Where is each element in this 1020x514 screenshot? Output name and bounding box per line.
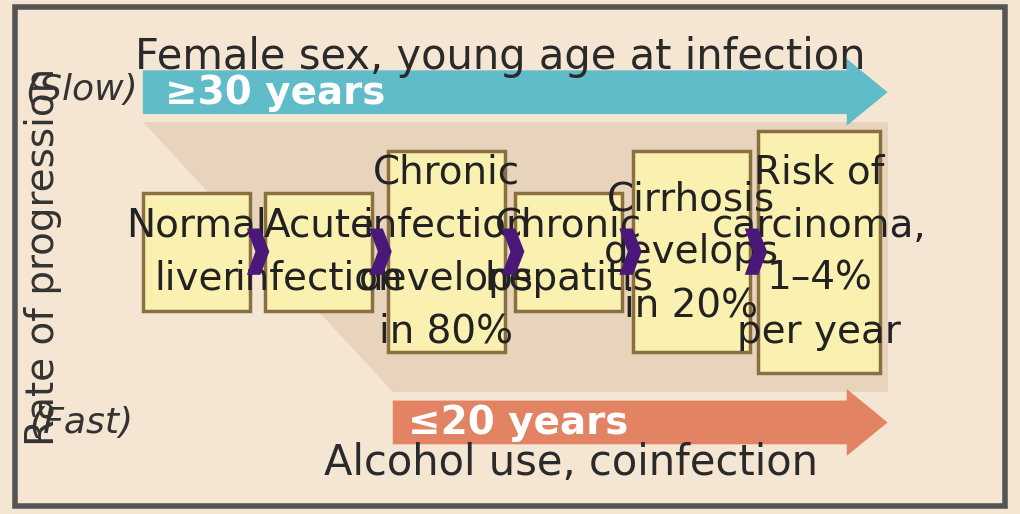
Text: Female sex, young age at infection: Female sex, young age at infection	[135, 35, 865, 78]
Polygon shape	[619, 229, 642, 275]
FancyBboxPatch shape	[265, 193, 372, 311]
Polygon shape	[393, 389, 887, 456]
Text: Alcohol use, coinfection: Alcohol use, coinfection	[324, 442, 818, 484]
FancyBboxPatch shape	[515, 193, 622, 311]
Text: Normal
liver: Normal liver	[126, 207, 266, 297]
FancyBboxPatch shape	[388, 152, 505, 352]
Text: Risk of
carcinoma,
1–4%
per year: Risk of carcinoma, 1–4% per year	[712, 154, 926, 350]
Text: (Slow): (Slow)	[26, 73, 138, 107]
Text: Chronic
hepatitis: Chronic hepatitis	[484, 207, 653, 297]
Text: Acute
infection: Acute infection	[235, 207, 403, 297]
Polygon shape	[502, 229, 524, 275]
Polygon shape	[369, 229, 392, 275]
Text: (Fast): (Fast)	[30, 406, 134, 439]
Polygon shape	[745, 229, 767, 275]
FancyBboxPatch shape	[758, 131, 880, 373]
Text: ≤20 years: ≤20 years	[408, 403, 628, 442]
Text: Rate of progression: Rate of progression	[23, 68, 62, 446]
FancyBboxPatch shape	[632, 152, 750, 352]
Text: Cirrhosis
develops
in 20%: Cirrhosis develops in 20%	[604, 180, 778, 324]
Text: ≥30 years: ≥30 years	[165, 74, 386, 112]
FancyBboxPatch shape	[143, 193, 250, 311]
Text: Chronic
infection
develops
in 80%: Chronic infection develops in 80%	[359, 154, 533, 350]
Polygon shape	[247, 229, 269, 275]
Polygon shape	[143, 59, 887, 126]
Polygon shape	[143, 122, 887, 392]
